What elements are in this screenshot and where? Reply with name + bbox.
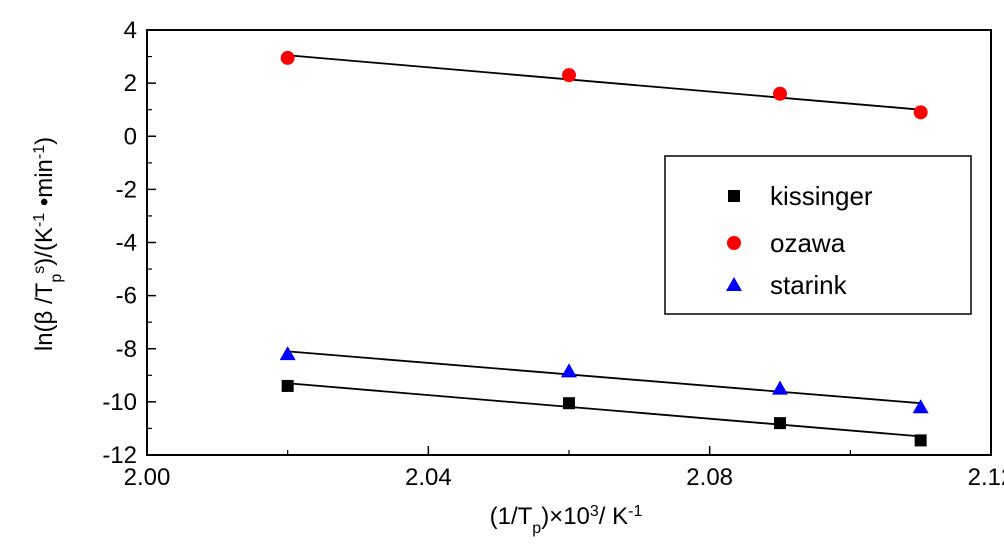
y-tick-label: -12 [102,442,137,469]
legend-box [664,155,972,315]
legend-marker-kissinger [728,190,740,202]
y-tick-label: -6 [116,283,137,310]
x-tick-label: 2.00 [124,464,171,491]
legend-items: kissinger ozawa starink [726,181,873,300]
legend-label-starink: starink [770,270,848,300]
x-axis-title-part: / K [599,503,628,530]
y-tick-label: 0 [124,123,137,150]
y-tick-label: -8 [116,336,137,363]
y-axis-title-part: )/(K [31,227,58,266]
data-point-kissinger [563,397,575,410]
plot-marks [279,50,929,447]
y-tick-label: -4 [116,230,137,257]
data-point-starink [772,380,788,395]
x-axis-title-sup: 3 [590,503,599,520]
x-axis-title-sup: -1 [628,503,642,520]
data-point-ozawa [280,50,295,65]
series-starink [279,346,929,414]
legend: kissinger ozawa starink [664,155,972,315]
data-point-ozawa [562,68,576,83]
y-axis-title-part: ln(β /T [31,282,58,351]
y-axis-title-sub: p [48,274,65,283]
y-tick-label: 2 [124,70,137,97]
series-ozawa [280,50,928,120]
axis-ticks: 2.00 2.04 2.08 2.12 -12 -10 -8 -6 -4 -2 0 2 4 [102,17,1004,491]
y-axis-title-part: •min [31,159,58,213]
data-point-starink [279,346,296,361]
x-tick-label: 2.04 [405,464,452,491]
y-axis-title: ln(β /Tps)/(K-1 •min-1) [31,137,65,351]
x-axis-title-sub: p [532,520,541,537]
data-point-starink [912,399,929,414]
data-point-starink [561,363,577,378]
legend-marker-ozawa [727,236,741,250]
y-tick-label: -10 [102,389,137,416]
data-point-kissinger [914,434,927,447]
fit-line-kissinger [287,382,921,438]
y-axis-title-sup: -1 [31,213,48,227]
data-point-kissinger [774,417,786,430]
x-tick-label: 2.08 [686,464,733,491]
y-axis-title-sup: -1 [31,145,48,159]
legend-label-kissinger: kissinger [770,181,873,211]
legend-label-ozawa: ozawa [770,228,846,258]
y-tick-label: 4 [124,17,137,44]
series-kissinger [281,379,927,447]
y-axis-title-part: ) [31,137,58,145]
x-axis-title-part: )×10 [541,503,590,530]
fit-line-ozawa [287,54,921,111]
y-tick-label: -2 [116,176,137,203]
y-axis-title-sup: s [31,266,48,274]
legend-marker-starink [726,277,742,291]
x-tick-label: 2.12 [968,464,1004,491]
x-axis-title: (1/Tp)×103/ K-1 [490,503,643,537]
data-point-ozawa [773,86,787,101]
data-point-ozawa [913,105,928,120]
fit-line-starink [287,350,921,405]
data-point-kissinger [281,379,294,392]
x-axis-title-part: (1/T [490,503,533,530]
